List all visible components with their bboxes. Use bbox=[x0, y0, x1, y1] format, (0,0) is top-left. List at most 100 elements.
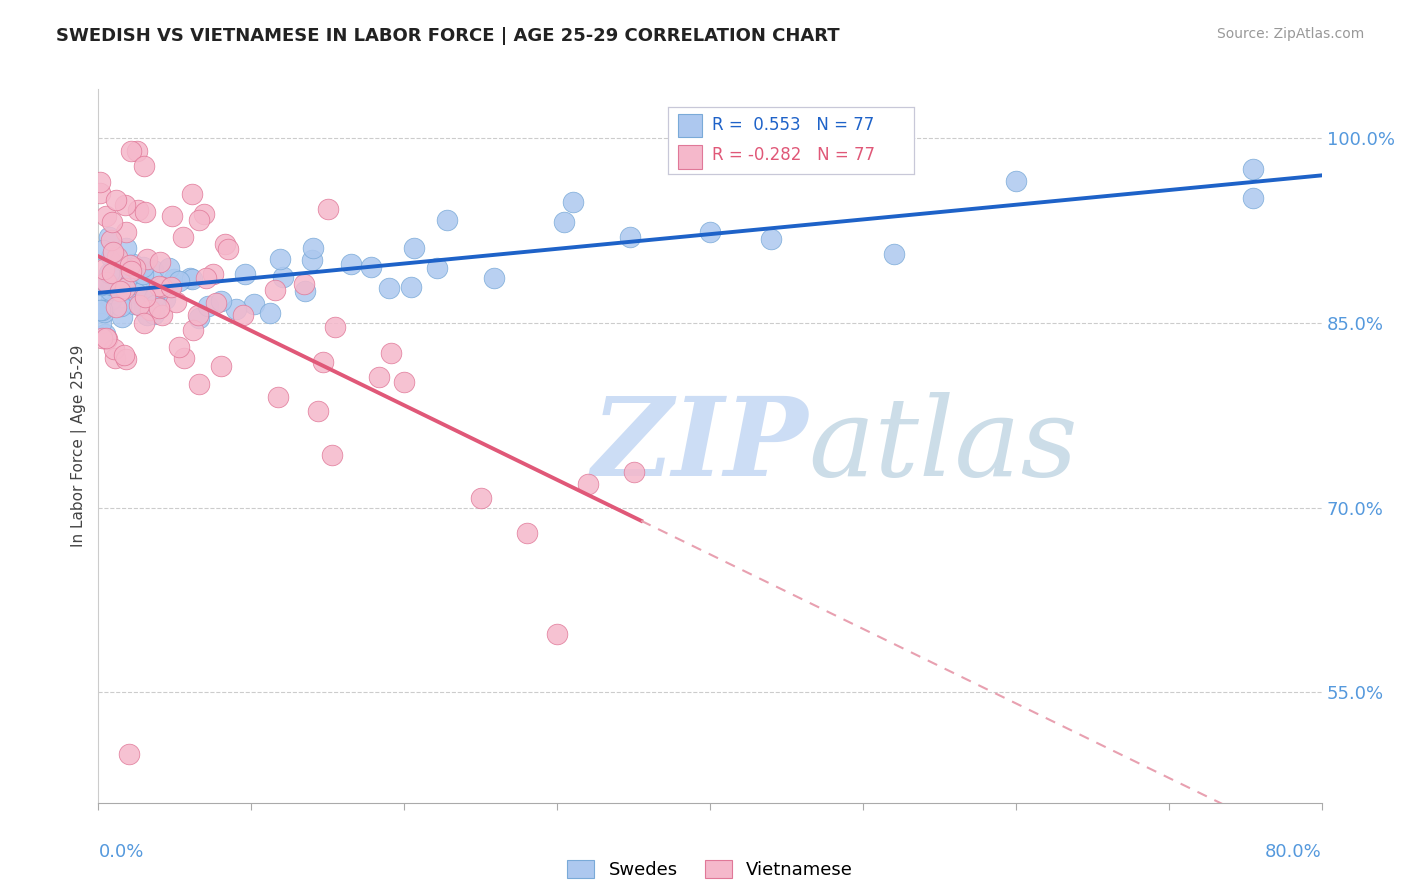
Point bbox=[90, 283, 112, 297]
Point bbox=[115, 242, 138, 256]
Point bbox=[97, 266, 120, 280]
Point bbox=[323, 319, 346, 334]
Point bbox=[163, 272, 186, 286]
Point bbox=[883, 247, 905, 261]
Point bbox=[180, 187, 202, 202]
Point bbox=[105, 300, 128, 314]
Text: 80.0%: 80.0% bbox=[1265, 843, 1322, 861]
Point bbox=[91, 303, 114, 318]
Point bbox=[1004, 174, 1026, 188]
Point bbox=[193, 207, 215, 221]
Point bbox=[259, 306, 281, 320]
Point bbox=[124, 286, 146, 301]
Point bbox=[90, 278, 112, 293]
Point bbox=[576, 477, 599, 491]
Point bbox=[134, 290, 156, 304]
Point bbox=[100, 266, 122, 280]
Text: SWEDISH VS VIETNAMESE IN LABOR FORCE | AGE 25-29 CORRELATION CHART: SWEDISH VS VIETNAMESE IN LABOR FORCE | A… bbox=[56, 27, 839, 45]
Point bbox=[623, 465, 645, 479]
Point bbox=[143, 298, 166, 312]
Text: R =  0.553   N = 77: R = 0.553 N = 77 bbox=[713, 116, 875, 134]
Point bbox=[271, 269, 294, 284]
Point bbox=[110, 284, 132, 298]
Point bbox=[110, 299, 132, 313]
Point bbox=[104, 351, 127, 365]
Point bbox=[243, 297, 266, 311]
Point bbox=[188, 376, 211, 391]
Point bbox=[482, 270, 505, 285]
Point bbox=[759, 232, 782, 246]
Point bbox=[153, 292, 176, 306]
Point bbox=[197, 299, 219, 313]
Point bbox=[129, 276, 152, 290]
Point bbox=[470, 491, 492, 505]
Point bbox=[100, 233, 122, 247]
Point bbox=[131, 260, 153, 274]
Point bbox=[436, 213, 458, 227]
Point bbox=[96, 276, 118, 290]
Point bbox=[105, 193, 128, 207]
Point bbox=[103, 343, 125, 357]
Point bbox=[149, 255, 172, 269]
Point bbox=[301, 241, 323, 255]
Point bbox=[128, 298, 150, 312]
Point bbox=[377, 281, 399, 295]
Point bbox=[97, 229, 120, 244]
Point bbox=[546, 627, 568, 641]
Point bbox=[360, 260, 382, 274]
Point bbox=[94, 210, 117, 224]
Point bbox=[93, 262, 115, 277]
Point bbox=[118, 747, 141, 761]
Point bbox=[118, 258, 141, 272]
Point bbox=[292, 277, 315, 291]
Point bbox=[367, 369, 389, 384]
Point bbox=[108, 273, 131, 287]
Point bbox=[135, 308, 157, 322]
Point bbox=[143, 307, 166, 321]
FancyBboxPatch shape bbox=[678, 145, 703, 169]
Point bbox=[100, 285, 122, 300]
Point bbox=[301, 253, 323, 268]
Point bbox=[136, 252, 159, 266]
Point bbox=[91, 331, 114, 345]
Point bbox=[114, 281, 136, 295]
Point bbox=[100, 292, 122, 306]
Point bbox=[173, 351, 195, 365]
Point bbox=[90, 316, 112, 330]
Point bbox=[167, 274, 190, 288]
Point bbox=[100, 215, 122, 229]
Point bbox=[100, 293, 122, 308]
Text: ZIP: ZIP bbox=[592, 392, 808, 500]
Point bbox=[93, 305, 115, 319]
Point bbox=[120, 144, 142, 158]
Point bbox=[105, 250, 128, 264]
Point bbox=[316, 202, 339, 216]
Point bbox=[127, 202, 149, 217]
Point bbox=[114, 198, 136, 212]
Point bbox=[111, 310, 134, 325]
Point bbox=[145, 284, 167, 298]
Point bbox=[225, 302, 247, 317]
Point bbox=[195, 271, 218, 285]
Point bbox=[402, 241, 425, 255]
Point bbox=[205, 296, 228, 310]
Point bbox=[321, 448, 343, 462]
Point bbox=[89, 303, 111, 318]
Point bbox=[108, 284, 131, 298]
Point bbox=[699, 225, 721, 239]
Point bbox=[233, 267, 256, 281]
Point bbox=[145, 280, 167, 294]
Point bbox=[148, 301, 170, 315]
Point bbox=[267, 390, 290, 404]
Point bbox=[105, 273, 128, 287]
Point bbox=[307, 404, 329, 418]
Point bbox=[89, 175, 111, 189]
Point bbox=[139, 302, 162, 317]
FancyBboxPatch shape bbox=[678, 114, 703, 137]
Text: Source: ZipAtlas.com: Source: ZipAtlas.com bbox=[1216, 27, 1364, 41]
Point bbox=[202, 267, 225, 281]
Point bbox=[187, 308, 209, 322]
Point bbox=[312, 354, 335, 368]
Point bbox=[181, 272, 204, 286]
Point bbox=[97, 277, 120, 291]
